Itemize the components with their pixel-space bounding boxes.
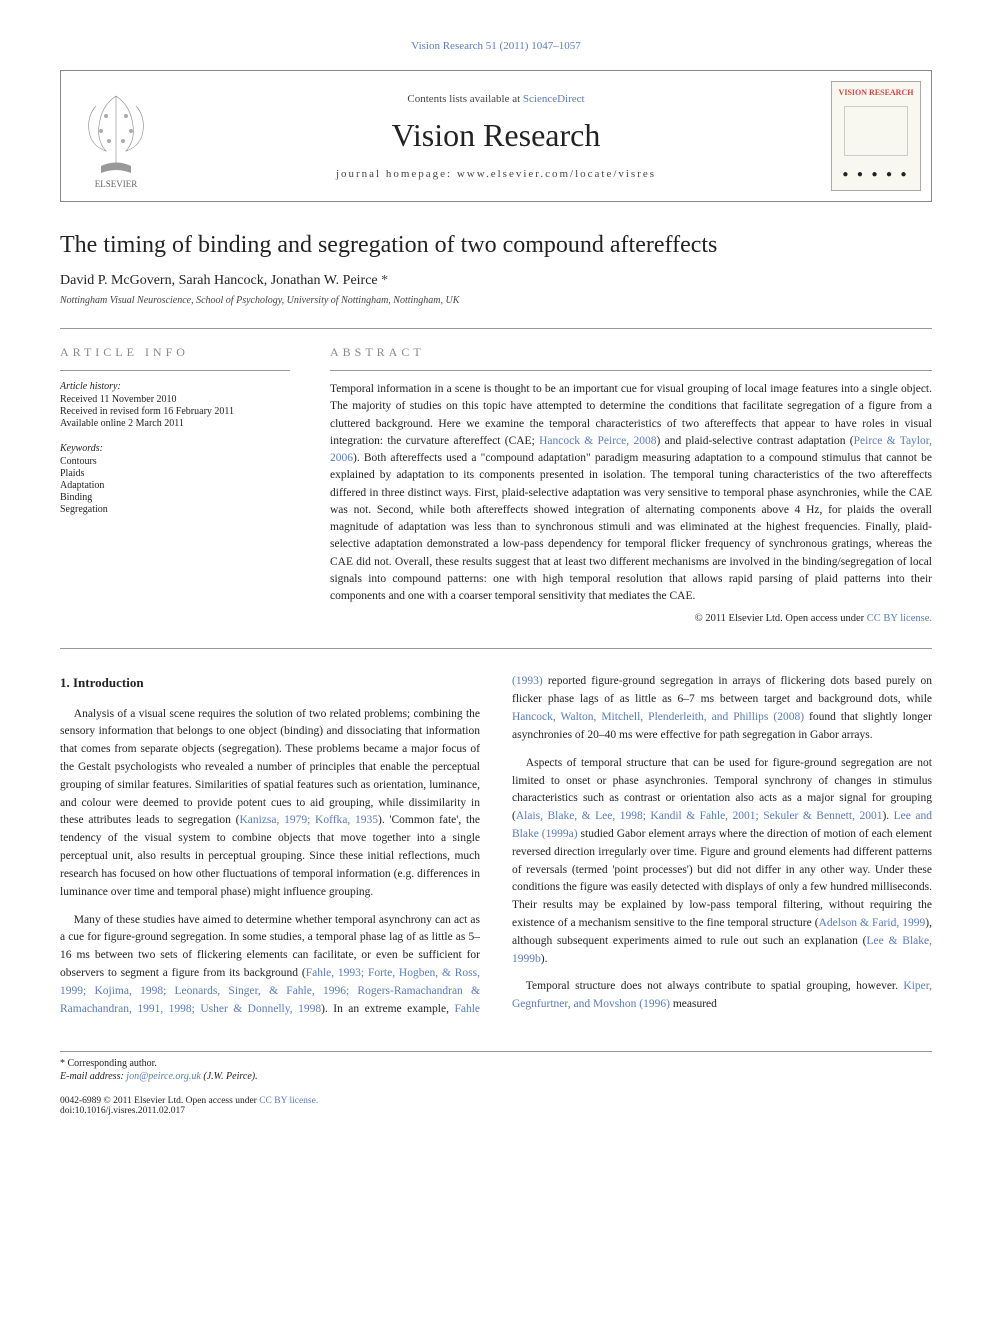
email-line: E-mail address: jon@peirce.org.uk (J.W. …: [60, 1071, 932, 1082]
contents-available: Contents lists available at ScienceDirec…: [171, 93, 821, 105]
divider: [60, 648, 932, 649]
sciencedirect-link[interactable]: ScienceDirect: [523, 93, 585, 105]
body-paragraph: Aspects of temporal structure that can b…: [512, 755, 932, 969]
page-footer: * Corresponding author. E-mail address: …: [60, 1051, 932, 1116]
citation-link[interactable]: Hancock, Walton, Mitchell, Plenderleith,…: [512, 711, 804, 723]
citation-link[interactable]: Adelson & Farid, 1999: [819, 917, 926, 929]
issn-copyright: 0042-6989 © 2011 Elsevier Ltd. Open acce…: [60, 1096, 318, 1106]
email-label: E-mail address:: [60, 1071, 126, 1082]
citation-link[interactable]: Alais, Blake, & Lee, 1998; Kandil & Fahl…: [516, 810, 883, 822]
article-body: 1. Introduction Analysis of a visual sce…: [60, 673, 932, 1021]
authors-list: David P. McGovern, Sarah Hancock, Jonath…: [60, 273, 378, 288]
abstract-text: Temporal information in a scene is thoug…: [330, 381, 932, 605]
article-info-panel: article info Article history: Received 1…: [60, 345, 290, 624]
publisher-logo: ELSEVIER: [61, 71, 171, 201]
license-prefix: Open access under: [785, 613, 866, 624]
abstract-label: abstract: [330, 345, 932, 360]
email-link[interactable]: jon@peirce.org.uk: [126, 1071, 201, 1082]
elsevier-tree-icon: ELSEVIER: [71, 81, 161, 191]
svg-text:ELSEVIER: ELSEVIER: [95, 179, 138, 189]
license-link[interactable]: CC BY license.: [259, 1096, 318, 1106]
abstract-part: ) and plaid-selective contrast adaptatio…: [656, 435, 853, 447]
abstract-panel: abstract Temporal information in a scene…: [330, 345, 932, 624]
doi: doi:10.1016/j.visres.2011.02.017: [60, 1106, 318, 1116]
history-revised: Received in revised form 16 February 201…: [60, 406, 290, 417]
copyright-text: © 2011 Elsevier Ltd.: [695, 613, 786, 624]
article-authors: David P. McGovern, Sarah Hancock, Jonath…: [60, 273, 932, 289]
journal-homepage[interactable]: journal homepage: www.elsevier.com/locat…: [171, 168, 821, 180]
email-suffix: (J.W. Peirce).: [201, 1071, 258, 1082]
divider: [330, 370, 932, 371]
journal-citation[interactable]: Vision Research 51 (2011) 1047–1057: [60, 40, 932, 52]
journal-cover: VISION RESEARCH ● ● ● ● ●: [821, 71, 931, 201]
contents-prefix: Contents lists available at: [407, 93, 522, 105]
keyword: Contours: [60, 456, 290, 467]
history-online: Available online 2 March 2011: [60, 418, 290, 429]
section-heading: 1. Introduction: [60, 673, 480, 693]
divider: [60, 370, 290, 371]
history-label: Article history:: [60, 381, 290, 392]
header-center: Contents lists available at ScienceDirec…: [171, 83, 821, 190]
journal-name: Vision Research: [171, 117, 821, 154]
citation-link[interactable]: Hancock & Peirce, 2008: [539, 435, 656, 447]
affiliation: Nottingham Visual Neuroscience, School o…: [60, 295, 932, 306]
abstract-part: ). Both aftereffects used a "compound ad…: [330, 452, 932, 602]
citation-link[interactable]: Kanizsa, 1979; Koffka, 1935: [239, 814, 378, 826]
journal-header: ELSEVIER Contents lists available at Sci…: [60, 70, 932, 202]
divider: [60, 328, 932, 329]
corresponding-author: * Corresponding author.: [60, 1058, 932, 1069]
license-link[interactable]: CC BY license.: [867, 613, 932, 624]
abstract-copyright: © 2011 Elsevier Ltd. Open access under C…: [330, 613, 932, 624]
history-received: Received 11 November 2010: [60, 394, 290, 405]
body-paragraph: Analysis of a visual scene requires the …: [60, 706, 480, 902]
footer-bottom: 0042-6989 © 2011 Elsevier Ltd. Open acce…: [60, 1096, 932, 1116]
article-info-label: article info: [60, 345, 290, 360]
cover-title: VISION RESEARCH: [832, 88, 920, 97]
corr-marker: *: [381, 273, 388, 288]
keywords-label: Keywords:: [60, 443, 290, 454]
keyword: Binding: [60, 492, 290, 503]
keyword: Adaptation: [60, 480, 290, 491]
keyword: Segregation: [60, 504, 290, 515]
body-paragraph: Temporal structure does not always contr…: [512, 978, 932, 1014]
article-title: The timing of binding and segregation of…: [60, 230, 932, 261]
keyword: Plaids: [60, 468, 290, 479]
